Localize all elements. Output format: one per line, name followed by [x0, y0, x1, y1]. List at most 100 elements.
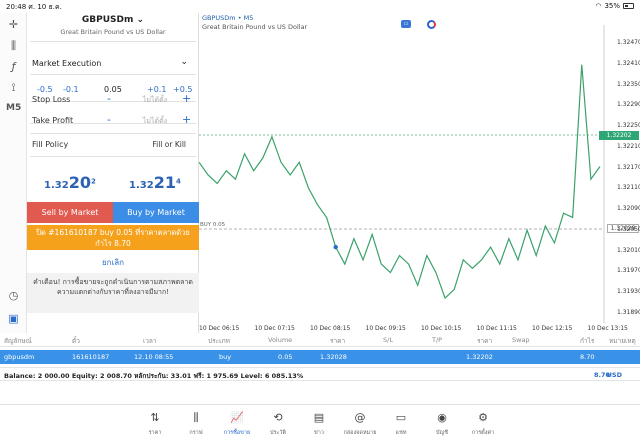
x-tick-label: 10 Dec 12:15 — [532, 325, 573, 332]
chevron-down-icon: ⌄ — [136, 15, 145, 25]
one-click-trading-icon[interactable]: ▭ — [401, 20, 411, 28]
price-series-line — [199, 64, 601, 300]
timeframe-button[interactable]: M5 — [6, 103, 22, 113]
nav-history[interactable]: ⟲ ประวัติ — [258, 411, 298, 437]
nav-trade[interactable]: 📈 การซื้อขาย — [217, 411, 257, 437]
nav-chart[interactable]: ⫼ กราฟ — [176, 411, 216, 437]
col-price: ราคา — [330, 337, 346, 345]
col-type: ประเภท — [208, 337, 230, 345]
wifi-icon: ◠ — [595, 2, 602, 10]
close-position-button[interactable]: ปิด #161610187 buy 0.05 ที่ราคาตลาดด้วย … — [27, 225, 199, 250]
x-tick-label: 10 Dec 11:15 — [476, 325, 517, 332]
cell-current-price: 1.32202 — [466, 353, 493, 361]
y-tick-label: 1.32170 — [617, 163, 640, 171]
nav-news[interactable]: ▤ ข่าว — [299, 411, 339, 437]
status-right: ◠ 35% — [595, 2, 634, 10]
news-icon: ▤ — [313, 411, 325, 424]
battery-label: 35% — [604, 2, 620, 10]
col-ticket: ตั๋ว — [72, 337, 80, 345]
col-time: เวลา — [143, 337, 157, 345]
volume-field[interactable]: 0.05 — [104, 85, 122, 94]
order-panel: GBPUSDm ⌄ Great Britain Pound vs US Doll… — [27, 13, 199, 333]
warning-text: คำเตือน! การซื้อขายจะถูกดำเนินการตามสภาพ… — [27, 273, 199, 313]
y-tick-label: 1.32210 — [617, 142, 640, 150]
y-tick-label: 1.32350 — [617, 80, 640, 88]
col-swap: Swap — [512, 336, 530, 344]
close-position-line2: กำไร 8.70 — [95, 239, 131, 248]
y-tick-label: 1.31890 — [617, 309, 640, 316]
buy-by-market-button[interactable]: Buy by Market — [113, 202, 199, 223]
entry-marker — [333, 244, 338, 250]
stop-loss-minus[interactable]: - — [107, 92, 111, 105]
volume-plus-0-1[interactable]: +0.1 — [147, 85, 167, 94]
y-tick-label: 1.32410 — [617, 59, 640, 67]
y-tick-label: 1.32090 — [617, 205, 640, 213]
chevron-down-icon[interactable]: ⌄ — [180, 57, 188, 67]
crosshair-icon[interactable]: ✛ — [8, 18, 19, 31]
nav-accounts[interactable]: ◉ บัญชี — [422, 411, 462, 437]
cell-symbol: gbpusdm — [4, 353, 35, 361]
cell-ticket: 161610187 — [72, 353, 110, 361]
trade-icon: 📈 — [230, 411, 244, 424]
stop-loss-label: Stop Loss — [32, 95, 71, 104]
col-symbol: สัญลักษณ์ — [4, 337, 32, 345]
table-row[interactable]: gbpusdm 161610187 12.10 08:55 buy 0.05 1… — [0, 350, 640, 364]
sell-by-market-button[interactable]: Sell by Market — [27, 202, 113, 223]
volume-plus-0-5[interactable]: +0.5 — [173, 85, 193, 94]
objects-icon[interactable]: ⟟ — [11, 81, 16, 94]
trade-signal-icon[interactable] — [427, 20, 436, 29]
status-bar: 20:48 ศ. 10 ธ.ค. ◠ 35% — [0, 0, 640, 13]
status-time-date: 20:48 ศ. 10 ธ.ค. — [6, 3, 62, 11]
x-tick-label: 10 Dec 13:15 — [587, 325, 628, 332]
y-tick-label: 1.32050 — [617, 225, 640, 233]
col-sl: S/L — [383, 336, 393, 344]
stop-loss-plus[interactable]: + — [182, 92, 192, 105]
order-panel-icon[interactable]: ▣ — [8, 312, 19, 325]
take-profit-field[interactable]: ไม่ได้ตั้ง — [142, 117, 168, 125]
volume-minus-0-5[interactable]: -0.5 — [37, 85, 53, 94]
nav-settings[interactable]: ⚙ การตั้งค่า — [463, 411, 503, 437]
gear-icon: ⚙ — [478, 411, 488, 424]
y-tick-label: 1.32010 — [617, 246, 640, 254]
battery-icon — [623, 3, 634, 9]
table-header: สัญลักษณ์ ตั๋ว เวลา ประเภท Volume ราคา S… — [0, 333, 640, 347]
clock-icon[interactable]: ◷ — [8, 289, 19, 302]
cancel-button[interactable]: ยกเลิก — [101, 258, 124, 267]
ask-price: 1.32214 — [129, 173, 181, 192]
take-profit-minus[interactable]: - — [107, 113, 111, 126]
take-profit-label: Take Profit — [32, 116, 74, 125]
execution-type[interactable]: Market Execution — [32, 59, 102, 68]
chart-area[interactable]: GBPUSDm • M5 Great Britain Pound vs US D… — [199, 13, 640, 333]
account-icon: ◉ — [437, 411, 447, 424]
symbol-selector[interactable]: GBPUSDm ⌄ — [81, 15, 145, 25]
cell-type: buy — [219, 353, 232, 361]
x-tick-label: 10 Dec 09:15 — [365, 325, 406, 332]
price-chart[interactable] — [199, 13, 640, 333]
x-tick-label: 10 Dec 07:15 — [254, 325, 295, 332]
take-profit-plus[interactable]: + — [182, 113, 192, 126]
nav-chat[interactable]: ▭ แชท — [381, 411, 421, 437]
positions-table: สัญลักษณ์ ตั๋ว เวลา ประเภท Volume ราคา S… — [0, 333, 640, 388]
chart-subtitle: Great Britain Pound vs US Dollar — [202, 23, 308, 31]
cell-volume: 0.05 — [278, 353, 293, 361]
nav-quotes[interactable]: ⇅ ราคา — [135, 411, 175, 437]
col-current-price: ราคา — [477, 337, 493, 345]
quotes-icon: ⇅ — [150, 411, 160, 424]
mailbox-icon: @ — [354, 411, 366, 424]
y-tick-label: 1.32470 — [617, 39, 640, 46]
indicators-icon[interactable]: ƒ — [11, 60, 16, 73]
balance-bar: Balance: 2 000.00 Equity: 2 008.70 หลักป… — [0, 367, 640, 381]
chat-icon: ▭ — [395, 411, 407, 424]
symbol-description: Great Britain Pound vs US Dollar — [60, 28, 166, 36]
nav-mailbox[interactable]: @ กล่องจดหมาย — [340, 411, 380, 437]
cell-price: 1.32028 — [320, 353, 347, 361]
balance-summary: Balance: 2 000.00 Equity: 2 008.70 หลักป… — [4, 372, 304, 380]
stop-loss-field[interactable]: ไม่ได้ตั้ง — [142, 96, 168, 104]
candles-icon[interactable]: ⫼ — [10, 39, 17, 52]
volume-minus-0-1[interactable]: -0.1 — [63, 85, 79, 94]
close-position-line1: ปิด #161610187 buy 0.05 ที่ราคาตลาดด้วย — [36, 228, 190, 237]
bottom-nav: ⇅ ราคา ⫼ กราฟ 📈 การซื้อขาย ⟲ ประวัติ ▤ ข่าว @… — [0, 404, 640, 447]
fill-policy-value[interactable]: Fill or Kill — [152, 140, 186, 149]
position-line-label: BUY 0.05 — [200, 222, 226, 228]
